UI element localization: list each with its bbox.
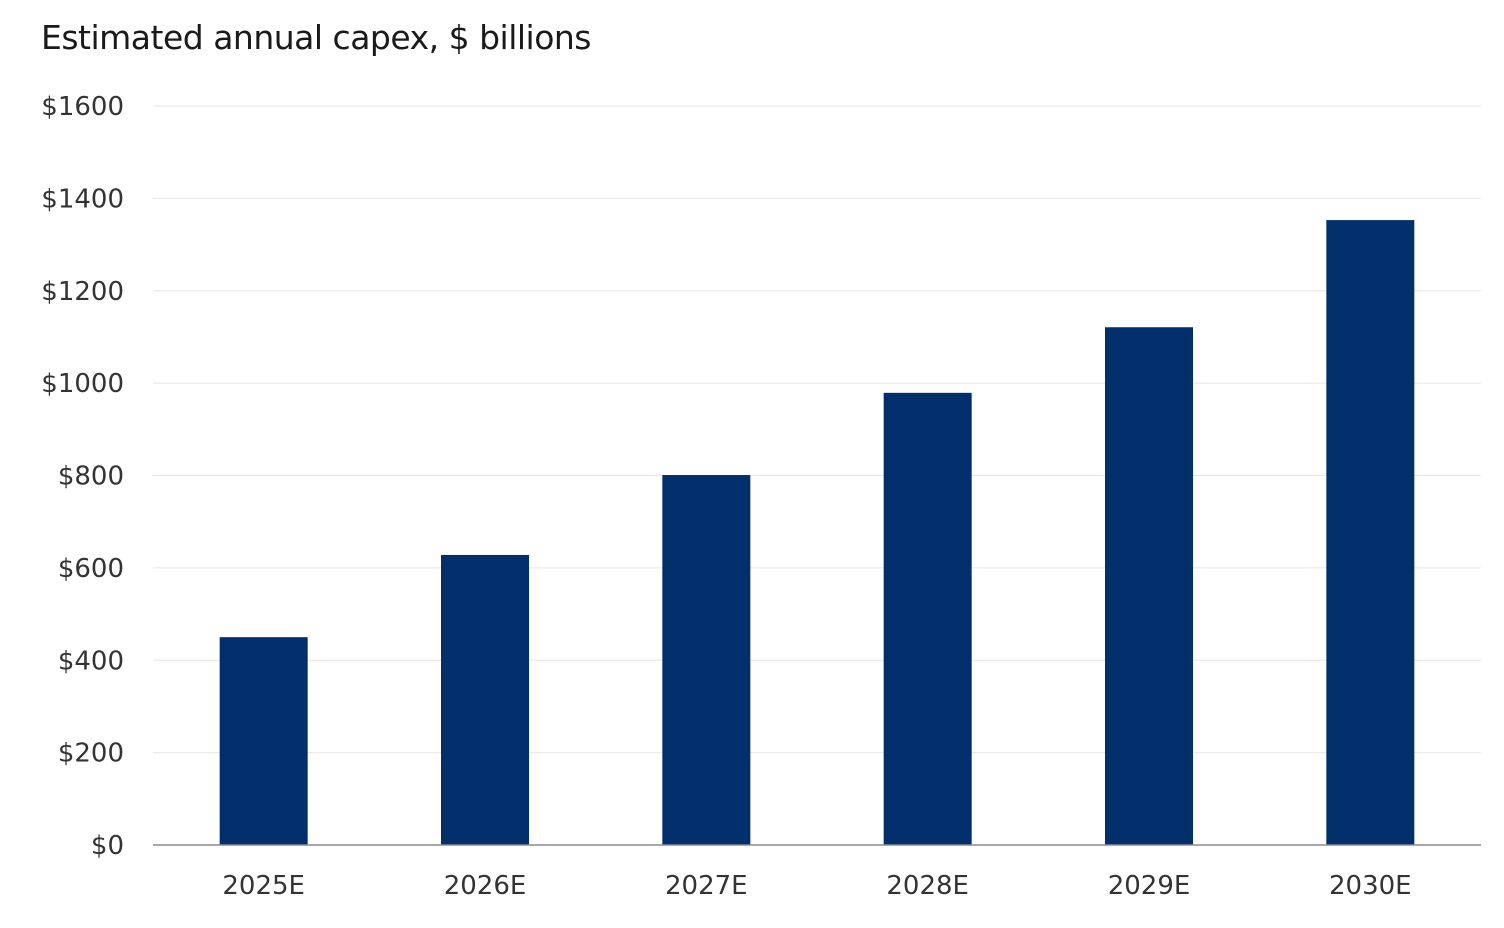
bar-2030E bbox=[1326, 220, 1415, 845]
y-tick-label: $1600 bbox=[41, 92, 124, 122]
y-tick-label: $1000 bbox=[41, 369, 124, 399]
bar-2026E bbox=[441, 554, 529, 845]
bar-2027E bbox=[662, 475, 751, 845]
y-tick-label: $400 bbox=[58, 646, 124, 676]
y-tick-label: $1400 bbox=[41, 184, 124, 214]
chart-title: Estimated annual capex, $ billions bbox=[41, 18, 592, 57]
x-tick-label: 2028E bbox=[886, 871, 969, 901]
x-tick-label: 2030E bbox=[1329, 871, 1412, 901]
bar-2029E bbox=[1105, 327, 1193, 845]
x-tick-label: 2029E bbox=[1108, 871, 1191, 901]
y-tick-label: $0 bbox=[91, 831, 124, 861]
y-tick-label: $600 bbox=[58, 554, 124, 584]
y-tick-label: $200 bbox=[58, 739, 124, 769]
bar-2028E bbox=[883, 392, 972, 845]
y-tick-label: $1200 bbox=[41, 277, 124, 307]
bar-2025E bbox=[219, 637, 308, 845]
x-tick-label: 2026E bbox=[444, 871, 527, 901]
y-tick-label: $800 bbox=[58, 462, 124, 492]
x-tick-label: 2025E bbox=[222, 871, 305, 901]
x-tick-label: 2027E bbox=[665, 871, 748, 901]
